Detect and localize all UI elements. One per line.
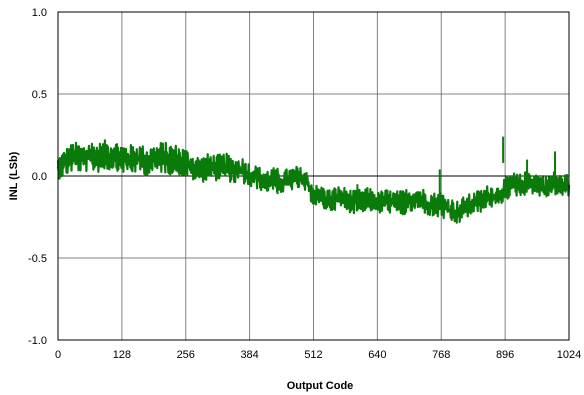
x-tick-label: 0 [55, 349, 61, 361]
axis-layer [57, 11, 570, 341]
data-point [456, 212, 459, 215]
data-point [272, 178, 275, 181]
data-point [384, 199, 387, 202]
data-point [535, 183, 539, 186]
y-tick-labels: 1.0 0.5 0.0 -0.5 -1.0 [28, 7, 47, 347]
data-point [232, 169, 235, 173]
data-point [248, 174, 251, 178]
data-point [136, 156, 140, 160]
data-point [168, 158, 171, 161]
data-point [112, 153, 116, 156]
data-point [440, 202, 443, 206]
data-point [352, 201, 355, 204]
data-point [392, 201, 395, 204]
data-point [527, 179, 531, 183]
data-point [328, 199, 331, 202]
x-tick-label: 384 [240, 349, 258, 361]
data-point [519, 184, 523, 188]
data-point [312, 194, 315, 197]
data-point [511, 183, 515, 186]
data-point [479, 199, 483, 202]
data-point [495, 196, 499, 199]
data-point [296, 176, 299, 179]
data-point [424, 201, 427, 204]
data-point [200, 168, 203, 171]
data-point [104, 155, 108, 158]
data-point [288, 178, 291, 181]
x-tick-label: 128 [113, 349, 131, 361]
x-tick-labels: 0 128 256 384 512 640 768 896 1024 [55, 349, 581, 361]
data-point [408, 199, 411, 202]
x-axis-title: Output Code [287, 380, 354, 392]
y-tick-label: -0.5 [28, 253, 47, 265]
data-point [80, 158, 84, 161]
data-point [551, 181, 555, 184]
data-point [280, 181, 283, 184]
data-point [72, 155, 76, 158]
data-point [368, 197, 371, 201]
data-point [336, 196, 339, 199]
data-point [360, 199, 363, 202]
data-point [503, 187, 507, 191]
data-point [464, 205, 467, 209]
x-tick-label: 1024 [557, 349, 581, 361]
data-point [192, 166, 195, 169]
data-point [216, 166, 219, 169]
data-point [400, 202, 403, 206]
series-layer [56, 136, 571, 224]
data-point [264, 179, 267, 183]
data-point [471, 202, 475, 206]
data-point [304, 179, 307, 183]
data-point [432, 204, 435, 207]
data-point [208, 164, 211, 168]
data-point [96, 156, 100, 160]
data-point [256, 176, 259, 179]
data-point [559, 184, 563, 188]
x-tick-label: 256 [177, 349, 195, 361]
x-tick-label: 512 [304, 349, 322, 361]
data-point [448, 209, 451, 212]
data-point [88, 155, 92, 158]
data-point [184, 161, 187, 165]
data-point [128, 158, 132, 161]
x-tick-label: 640 [368, 349, 386, 361]
data-point [487, 194, 491, 197]
data-point [240, 168, 243, 171]
plot-frame [57, 11, 570, 341]
y-tick-label: 1.0 [32, 7, 47, 19]
data-point [376, 202, 379, 206]
data-point [320, 196, 323, 199]
data-point [176, 158, 179, 161]
x-tick-label: 896 [496, 349, 514, 361]
data-point [144, 160, 148, 163]
data-point [152, 158, 156, 161]
y-tick-label: 0.5 [32, 89, 47, 101]
data-point [543, 186, 547, 189]
data-point [160, 156, 163, 160]
grid [58, 12, 569, 340]
y-tick-label: 0.0 [32, 171, 47, 183]
x-tick-label: 768 [432, 349, 450, 361]
data-point [120, 156, 124, 160]
data-point [416, 197, 419, 201]
data-point [64, 160, 68, 163]
y-axis-title: INL (LSb) [8, 151, 20, 200]
y-tick-label: -1.0 [28, 335, 47, 347]
data-point [224, 164, 227, 168]
data-point [344, 197, 347, 201]
